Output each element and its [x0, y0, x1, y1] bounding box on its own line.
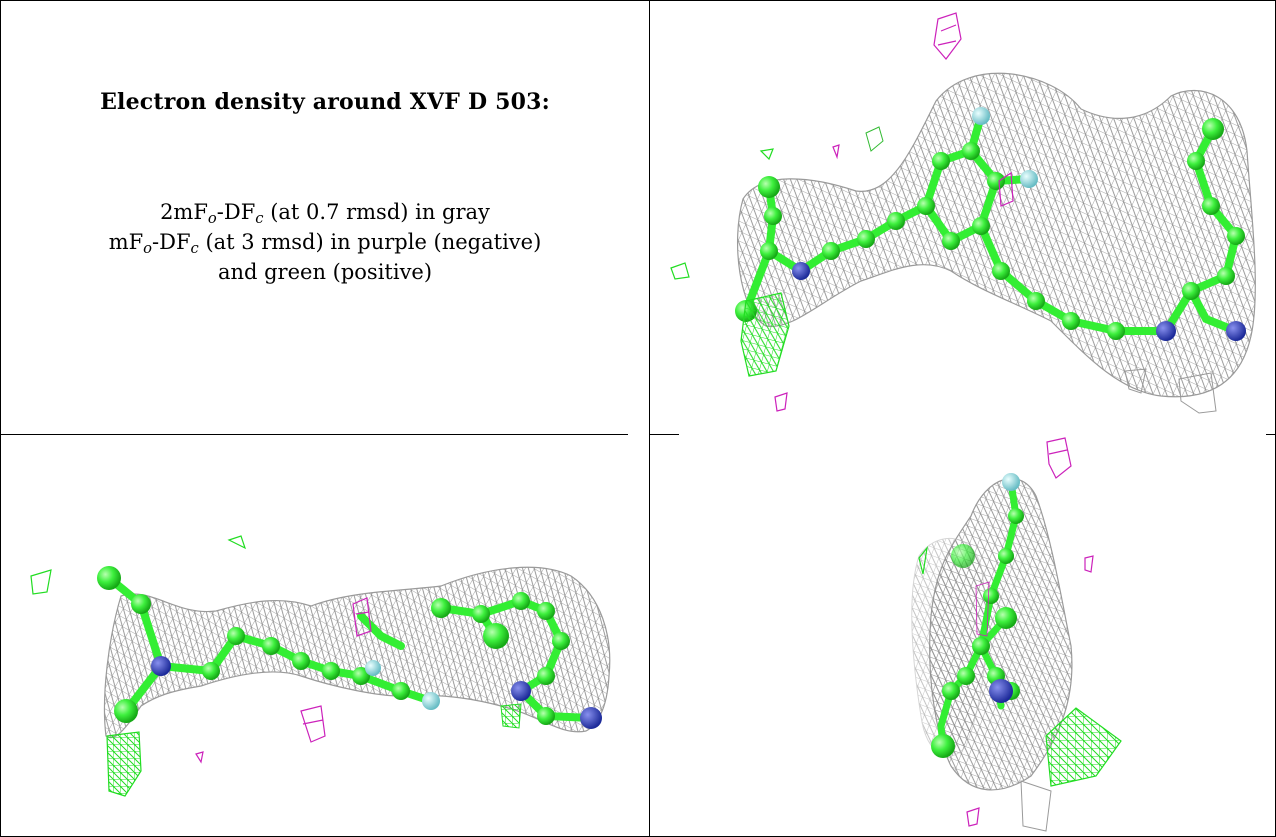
legend-line-positive: and green (positive) — [217, 260, 433, 284]
table-divider-horizontal-left — [0, 434, 628, 435]
atoms — [931, 473, 1024, 758]
legend-line-2fo-fc: 2mFo-DFc (at 0.7 rmsd) in gray — [1, 198, 649, 226]
density-mesh-negative — [966, 437, 1094, 827]
density-mesh-negative — [774, 12, 1014, 412]
table-divider-horizontal-mid — [649, 434, 679, 435]
molecule-render-1 — [670, 12, 1256, 414]
table-divider-horizontal-right — [1266, 434, 1276, 435]
density-mesh-fragments — [1124, 368, 1217, 414]
density-legend: Electron density around XVF D 503: 2mFo-… — [1, 1, 649, 427]
density-view-3 — [651, 436, 1275, 836]
density-mesh-gray — [103, 566, 611, 739]
density-view-2 — [1, 436, 649, 836]
density-mesh-positive — [670, 126, 884, 377]
molecule-render-3 — [911, 437, 1122, 832]
legend-term: -DF — [216, 200, 256, 224]
density-mesh-positive — [30, 535, 522, 797]
table-divider-vertical — [649, 0, 650, 837]
legend-sub: o — [207, 210, 217, 227]
legend-term: mF — [108, 230, 144, 254]
molecule-render-2 — [30, 535, 611, 797]
table-border-left — [0, 0, 1, 837]
legend-title: Electron density around XVF D 503: — [100, 89, 550, 115]
legend-term: 2mF — [160, 200, 208, 224]
density-mesh-gray — [736, 72, 1256, 398]
density-mesh-positive — [918, 545, 1122, 787]
legend-line-fo-fc: mFo-DFc (at 3 rmsd) in purple (negative) — [1, 228, 649, 256]
density-mesh-negative — [195, 597, 372, 764]
legend-sub: c — [255, 210, 264, 227]
legend-cell: Electron density around XVF D 503: 2mFo-… — [1, 1, 649, 427]
atoms — [97, 566, 602, 729]
legend-term: -DF — [152, 230, 191, 254]
density-mesh-fragments — [1020, 780, 1052, 832]
legend-desc: (at 3 rmsd) in purple (negative) — [205, 230, 542, 254]
table-border-top — [0, 0, 1276, 1]
legend-sub: c — [190, 240, 199, 257]
legend-desc: (at 0.7 rmsd) in gray — [270, 200, 490, 224]
density-view-1 — [651, 1, 1275, 427]
legend-sub: o — [143, 240, 153, 257]
